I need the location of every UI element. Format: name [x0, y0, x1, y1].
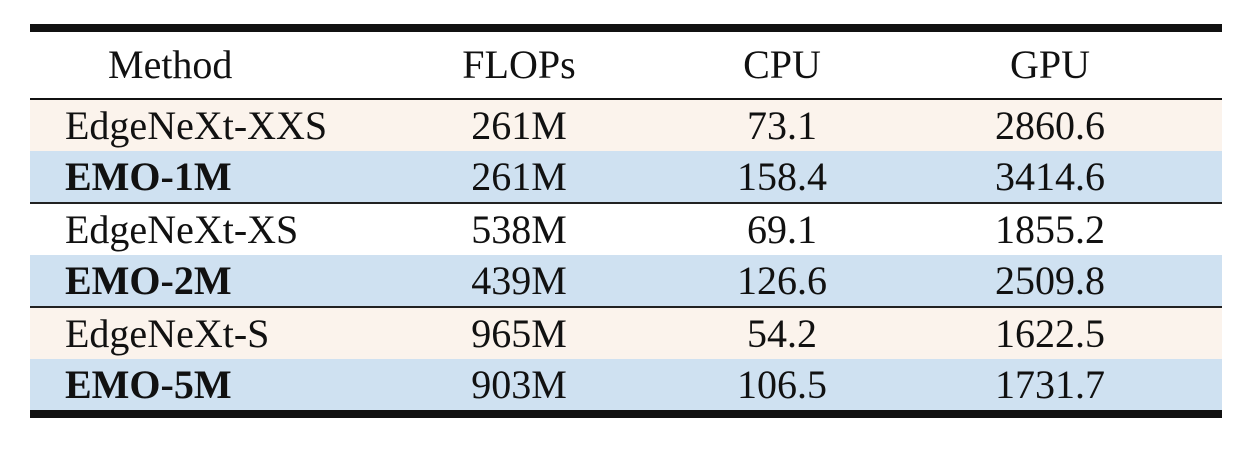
- header-flops: FLOPs: [462, 42, 576, 87]
- cell-method: EdgeNeXt-XS: [65, 207, 299, 252]
- table-row: EdgeNeXt-XS 538M 69.1 1855.2: [30, 204, 1222, 255]
- header-method: Method: [108, 42, 233, 87]
- cell-method: EMO-2M: [65, 258, 232, 303]
- table-row: EMO-1M 261M 158.4 3414.6: [30, 151, 1222, 204]
- cell-gpu: 3414.6: [995, 154, 1105, 199]
- cell-method: EMO-1M: [65, 154, 232, 199]
- cell-cpu: 126.6: [737, 258, 827, 303]
- table-header-rule: [30, 98, 1222, 100]
- cell-method: EdgeNeXt-S: [65, 311, 270, 356]
- cell-cpu: 158.4: [737, 154, 827, 199]
- cell-flops: 439M: [471, 258, 567, 303]
- cell-method: EdgeNeXt-XXS: [65, 103, 328, 148]
- cell-cpu: 54.2: [747, 311, 817, 356]
- header-cpu: CPU: [743, 42, 821, 87]
- cell-method: EMO-5M: [65, 362, 232, 407]
- cell-gpu: 2509.8: [995, 258, 1105, 303]
- cell-flops: 261M: [471, 103, 567, 148]
- table-header-row: Method FLOPs CPU GPU: [30, 32, 1222, 98]
- cell-cpu: 69.1: [747, 207, 817, 252]
- table-row: EMO-5M 903M 106.5 1731.7: [30, 359, 1222, 410]
- cell-gpu: 1855.2: [995, 207, 1105, 252]
- table-top-rule: [30, 24, 1222, 32]
- cell-cpu: 73.1: [747, 103, 817, 148]
- cell-flops: 965M: [471, 311, 567, 356]
- table-bottom-rule: [30, 410, 1222, 418]
- table-row: EMO-2M 439M 126.6 2509.8: [30, 255, 1222, 308]
- table-body: EdgeNeXt-XXS 261M 73.1 2860.6 EMO-1M 261M 158.…: [30, 100, 1222, 410]
- comparison-table: Method FLOPs CPU GPU EdgeNeXt-XXS 261M 73.…: [30, 24, 1222, 418]
- header-gpu: GPU: [1009, 42, 1091, 87]
- cell-flops: 538M: [471, 207, 567, 252]
- cell-flops: 903M: [471, 362, 567, 407]
- table-row: EdgeNeXt-S 965M 54.2 1622.5: [30, 308, 1222, 359]
- cell-flops: 261M: [471, 154, 567, 199]
- cell-cpu: 106.5: [737, 362, 827, 407]
- cell-gpu: 2860.6: [995, 103, 1105, 148]
- cell-gpu: 1731.7: [995, 362, 1105, 407]
- table-row: EdgeNeXt-XXS 261M 73.1 2860.6: [30, 100, 1222, 151]
- cell-gpu: 1622.5: [995, 311, 1105, 356]
